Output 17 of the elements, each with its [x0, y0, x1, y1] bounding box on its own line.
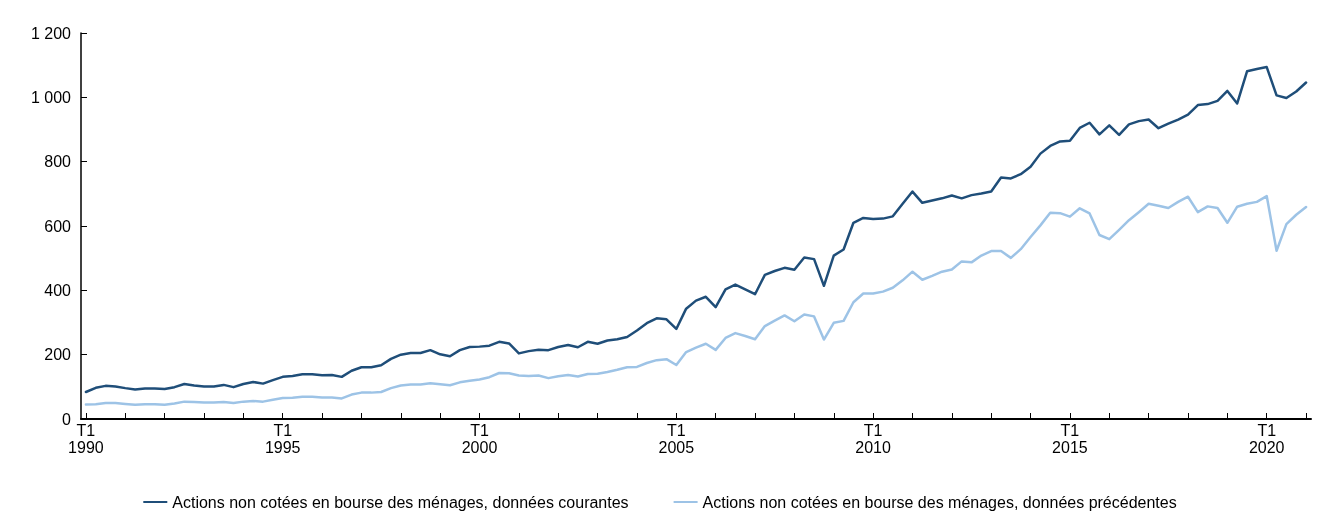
- legend-label: Actions non cotées en bourse des ménages, données précédentes: [702, 493, 1177, 511]
- y-tick-label: 1 200: [30, 24, 72, 42]
- y-tick-label: 600: [44, 217, 72, 235]
- legend-label: Actions non cotées en bourse des ménages, données courantes: [172, 493, 629, 511]
- x-tick-label: T1 2000: [461, 422, 498, 456]
- line-series: [84, 194, 1308, 407]
- line-series: [84, 65, 1308, 394]
- x-tick-label: T1 2005: [658, 422, 695, 456]
- y-tick-label: 400: [44, 281, 72, 299]
- y-tick-label: 200: [44, 346, 72, 364]
- x-tick-label: T1 2010: [855, 422, 892, 456]
- x-tick-label: T1 2020: [1248, 422, 1285, 456]
- x-tick-label: T1 2015: [1052, 422, 1088, 456]
- y-tick-label: 800: [44, 153, 72, 171]
- x-tick-label: T1 1995: [264, 422, 301, 456]
- y-tick-label: 0: [62, 410, 72, 428]
- y-tick-label: 1 000: [30, 88, 72, 106]
